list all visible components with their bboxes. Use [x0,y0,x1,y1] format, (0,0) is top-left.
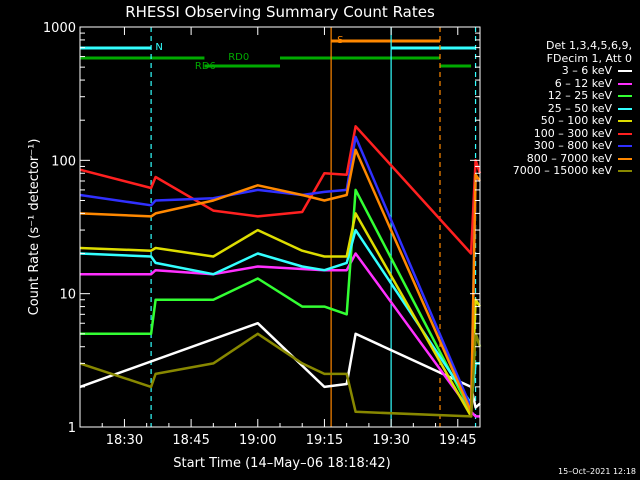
legend-entry: 100 – 300 keV [513,126,632,141]
legend-entry: 7000 – 15000 keV [512,164,632,178]
legend-entry: 50 – 100 keV [513,114,632,128]
legend-swatch [618,157,632,160]
legend-label: 3 – 6 keV [561,64,612,77]
annotation-n: N [155,42,162,53]
series-line-0 [79,321,481,409]
axes [79,26,481,428]
plot-frame [79,26,481,428]
legend-label: 50 – 100 keV [540,114,612,127]
y-axis-label: Count Rate (s⁻¹ detector⁻¹) [27,139,42,316]
x-tick-label-5: 19:45 [439,433,476,448]
legend-swatch [618,132,632,135]
annotation-s: S [337,35,343,46]
legend: Det 1,3,4,5,6,9, FDecim 1, Att 0 3 – 6 k… [512,39,632,178]
y-ticks: 1 10 100 1000 [43,21,480,436]
legend-entry: 25 – 50 keV [513,101,632,116]
legend-swatch [618,170,632,173]
legend-swatch [618,70,632,73]
y-tick-label-0: 1 [68,421,76,436]
legend-header-2: FDecim 1, Att 0 [546,51,632,65]
legend-entry: 6 – 12 keV [513,76,632,91]
series-line-7 [79,148,482,414]
legend-label: 25 – 50 keV [547,101,612,115]
timestamp: 15–Oct–2021 12:18 [558,467,636,476]
legend-label: 7000 – 15000 keV [512,164,612,177]
legend-header-1: Det 1,3,4,5,6,9, [545,39,632,52]
chart-title: RHESSI Observing Summary Count Rates [125,3,435,21]
series-lines [79,125,482,418]
x-ticks: 18:30 18:45 19:00 19:15 19:30 19:45 [101,27,477,448]
series-line-8 [79,332,482,418]
legend-label: 100 – 300 keV [533,126,612,140]
series-line-2 [80,188,482,414]
series-line-3 [79,228,480,405]
x-axis-label: Start Time (14–May–06 18:18:42) [173,456,390,471]
legend-entry: 3 – 6 keV [513,64,632,78]
x-tick-label-3: 19:15 [306,433,343,448]
y-tick-label-2: 100 [51,154,76,169]
y-tick-label-1: 10 [59,288,76,303]
legend-entry: 800 – 7000 keV [513,151,632,166]
x-tick-label-4: 19:30 [372,433,409,448]
x-tick-label-2: 19:00 [239,433,276,448]
legend-swatch [618,82,632,85]
legend-label: 300 – 800 keV [533,139,612,152]
x-tick-label-0: 18:30 [106,433,143,448]
legend-swatch [618,145,632,148]
series-line-6 [79,135,481,409]
legend-label: 6 – 12 keV [554,76,612,90]
flag-bars [80,39,476,68]
legend-swatch [618,120,632,123]
legend-entry: 12 – 25 keV [513,89,632,103]
legend-entry: 300 – 800 keV [513,139,632,153]
x-tick-label-1: 18:45 [172,433,209,448]
annotation-rd6: RD6 [195,61,216,72]
y-tick-label-3: 1000 [43,21,76,36]
annotation-rd0: RD0 [228,52,249,63]
flag-annotations: N S RD0 RD6 [155,35,343,72]
legend-label: 800 – 7000 keV [526,151,612,165]
legend-swatch [618,95,632,98]
legend-swatch [618,107,632,110]
legend-label: 12 – 25 keV [547,89,612,102]
